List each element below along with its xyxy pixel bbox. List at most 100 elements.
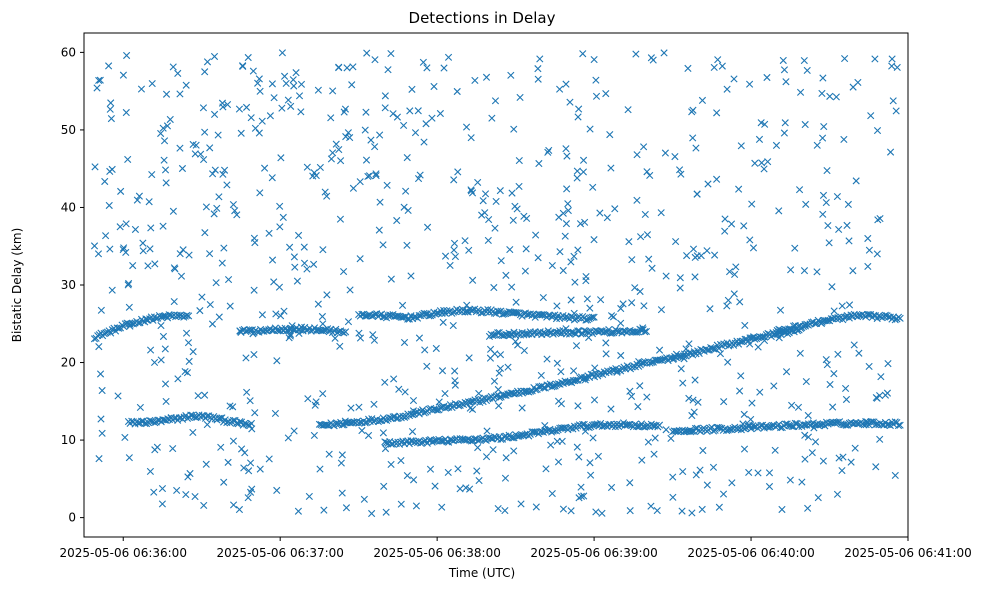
data-point — [266, 112, 274, 120]
data-point — [380, 482, 388, 490]
data-point — [347, 404, 355, 412]
data-point — [400, 313, 409, 321]
data-point — [355, 329, 363, 337]
data-point — [617, 319, 625, 327]
data-point — [121, 433, 129, 442]
data-point — [643, 231, 652, 239]
data-point — [703, 481, 711, 489]
data-point — [770, 382, 778, 390]
data-point — [125, 454, 133, 462]
data-point — [640, 302, 648, 310]
data-point — [495, 369, 503, 377]
data-point — [219, 170, 227, 178]
data-point — [631, 284, 639, 292]
data-point — [862, 421, 870, 429]
data-point — [290, 427, 298, 435]
data-point — [361, 126, 369, 134]
data-point — [370, 400, 378, 408]
data-point — [438, 503, 446, 511]
data-point — [356, 334, 365, 342]
data-point — [248, 425, 256, 433]
data-point — [189, 348, 197, 356]
data-point — [189, 428, 197, 437]
data-point — [215, 313, 223, 321]
data-point — [441, 389, 449, 398]
data-point — [218, 259, 226, 267]
data-point — [893, 63, 901, 72]
data-point — [510, 125, 518, 133]
data-point — [280, 72, 289, 80]
data-point — [365, 172, 374, 180]
data-point — [677, 365, 685, 373]
data-point — [813, 141, 821, 149]
data-point — [532, 503, 540, 511]
data-point — [408, 85, 416, 93]
data-point — [661, 149, 669, 157]
data-point — [474, 178, 482, 186]
data-point — [490, 377, 499, 385]
data-point — [501, 506, 509, 515]
data-point — [489, 446, 497, 454]
data-point — [518, 404, 526, 412]
data-point — [716, 350, 725, 358]
data-point — [688, 509, 696, 517]
data-point — [211, 166, 219, 174]
data-point — [641, 328, 649, 336]
data-point — [276, 223, 284, 231]
data-point — [884, 360, 892, 368]
data-point — [567, 296, 575, 304]
data-point — [468, 405, 477, 414]
data-point — [344, 318, 353, 326]
data-point — [740, 445, 749, 453]
data-point — [651, 434, 659, 442]
data-point — [758, 159, 766, 167]
data-point — [628, 299, 636, 307]
data-point — [691, 273, 699, 281]
data-point — [148, 170, 156, 179]
data-point — [371, 56, 379, 64]
data-point — [251, 124, 260, 132]
data-point — [321, 188, 329, 196]
data-point — [451, 252, 460, 261]
data-point — [356, 178, 364, 186]
data-point — [443, 438, 451, 446]
data-point — [728, 479, 736, 487]
data-point — [579, 156, 588, 164]
data-point — [107, 115, 115, 123]
data-point — [800, 267, 809, 275]
data-point — [170, 264, 178, 272]
data-point — [841, 55, 849, 63]
x-tick-label: 2025-05-06 06:41:00 — [844, 546, 971, 560]
data-point — [312, 398, 320, 406]
data-point — [258, 117, 266, 125]
data-point — [181, 368, 189, 376]
data-point — [740, 410, 748, 418]
data-point — [310, 260, 318, 268]
data-point — [781, 119, 789, 127]
data-point — [648, 358, 656, 366]
data-point — [327, 114, 335, 122]
data-point — [310, 431, 318, 440]
data-point — [186, 469, 194, 478]
data-point — [514, 341, 522, 349]
data-point — [764, 158, 772, 166]
data-point — [145, 198, 153, 206]
data-point — [801, 431, 809, 439]
data-point — [592, 76, 600, 84]
data-point — [713, 175, 721, 183]
data-point — [745, 421, 753, 429]
data-point — [292, 69, 300, 77]
data-point — [699, 446, 707, 455]
data-point — [778, 505, 786, 514]
data-point — [804, 411, 812, 420]
data-point — [96, 76, 104, 84]
data-point — [892, 107, 900, 115]
data-point — [106, 105, 114, 113]
data-point — [194, 392, 202, 400]
data-point — [689, 134, 697, 142]
data-point — [297, 80, 306, 88]
data-point — [850, 341, 858, 349]
data-point — [777, 424, 785, 432]
data-point — [319, 246, 327, 254]
data-point — [218, 99, 227, 107]
